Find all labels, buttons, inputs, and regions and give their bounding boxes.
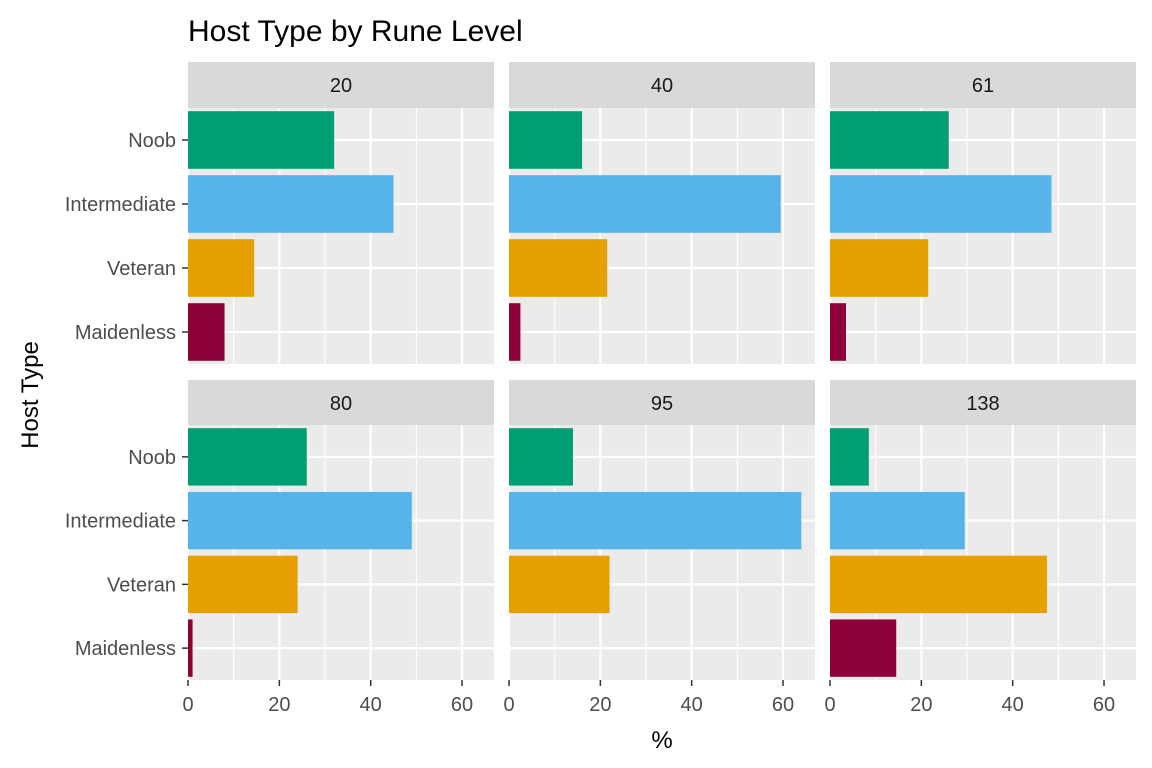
x-tick-label: 0	[182, 694, 193, 716]
y-tick-label: Veteran	[107, 574, 176, 596]
bar-maidenless	[188, 619, 193, 677]
bar-maidenless	[509, 303, 521, 361]
bar-veteran	[509, 239, 608, 297]
bar-maidenless	[188, 303, 225, 361]
bar-intermediate	[830, 175, 1052, 233]
bar-noob	[830, 428, 869, 486]
bar-noob	[509, 111, 583, 169]
facet-strip-label: 61	[972, 75, 994, 97]
facet-strip	[830, 62, 1136, 108]
bar-intermediate	[188, 491, 412, 550]
x-tick-label: 40	[1002, 694, 1024, 716]
bar-veteran	[188, 555, 298, 614]
x-tick-label: 20	[268, 694, 290, 716]
facet-strip	[509, 62, 815, 108]
facet-strip-label: 40	[651, 75, 673, 97]
y-tick-label: Noob	[128, 130, 176, 152]
facet-strip	[188, 380, 494, 426]
facet-strip	[509, 380, 815, 426]
facet-strip	[830, 380, 1136, 426]
y-tick-label: Noob	[128, 447, 176, 469]
facet-panel: 61	[828, 62, 1136, 364]
facet-panel: 95 0 20 40 60	[503, 380, 815, 716]
x-tick-label: 40	[681, 694, 703, 716]
bar-intermediate	[830, 491, 965, 550]
y-tick-label: Maidenless	[75, 638, 176, 660]
x-axis-title: %	[651, 727, 672, 754]
x-tick-label: 60	[1093, 694, 1115, 716]
x-tick-label: 40	[360, 694, 382, 716]
x-tick-label: 20	[910, 694, 932, 716]
x-tick-label: 0	[503, 694, 514, 716]
bar-maidenless	[830, 303, 846, 361]
facet-strip-label: 95	[651, 393, 673, 415]
y-tick-label: Intermediate	[65, 194, 176, 216]
y-tick-label: Veteran	[107, 258, 176, 280]
bar-intermediate	[509, 175, 781, 233]
facet-strip-label: 138	[966, 393, 999, 415]
facet-strip	[188, 62, 494, 108]
y-tick-label: Maidenless	[75, 322, 176, 344]
bar-noob	[188, 111, 335, 169]
x-tick-label: 60	[772, 694, 794, 716]
chart-title: Host Type by Rune Level	[188, 15, 523, 48]
x-tick-label: 60	[451, 694, 473, 716]
x-tick-label: 0	[824, 694, 835, 716]
facet-panel: 20 Noob Intermediate Veteran Maidenless	[65, 62, 494, 364]
bar-intermediate	[188, 175, 394, 233]
facet-panel: 138 0 20 40 60	[824, 380, 1136, 716]
facet-panel: 40	[507, 62, 815, 364]
y-axis-title: Host Type	[17, 341, 44, 449]
bar-intermediate	[509, 491, 802, 550]
x-tick-label: 20	[589, 694, 611, 716]
facet-strip-label: 80	[330, 393, 352, 415]
bar-veteran	[509, 555, 610, 614]
bar-noob	[509, 428, 573, 486]
facet-panel: 80 Noob Intermediate Veteran Maidenless 0 20 40…	[65, 380, 494, 716]
facet-strip-label: 20	[330, 75, 352, 97]
bar-maidenless	[830, 619, 897, 677]
y-tick-label: Intermediate	[65, 511, 176, 533]
bar-noob	[188, 428, 307, 486]
bar-veteran	[830, 239, 929, 297]
bar-noob	[830, 111, 949, 169]
facet-panels: 20 Noob Intermediate Veteran Maidenless 40 61 8…	[65, 62, 1136, 716]
bar-veteran	[188, 239, 255, 297]
bar-veteran	[830, 555, 1047, 614]
